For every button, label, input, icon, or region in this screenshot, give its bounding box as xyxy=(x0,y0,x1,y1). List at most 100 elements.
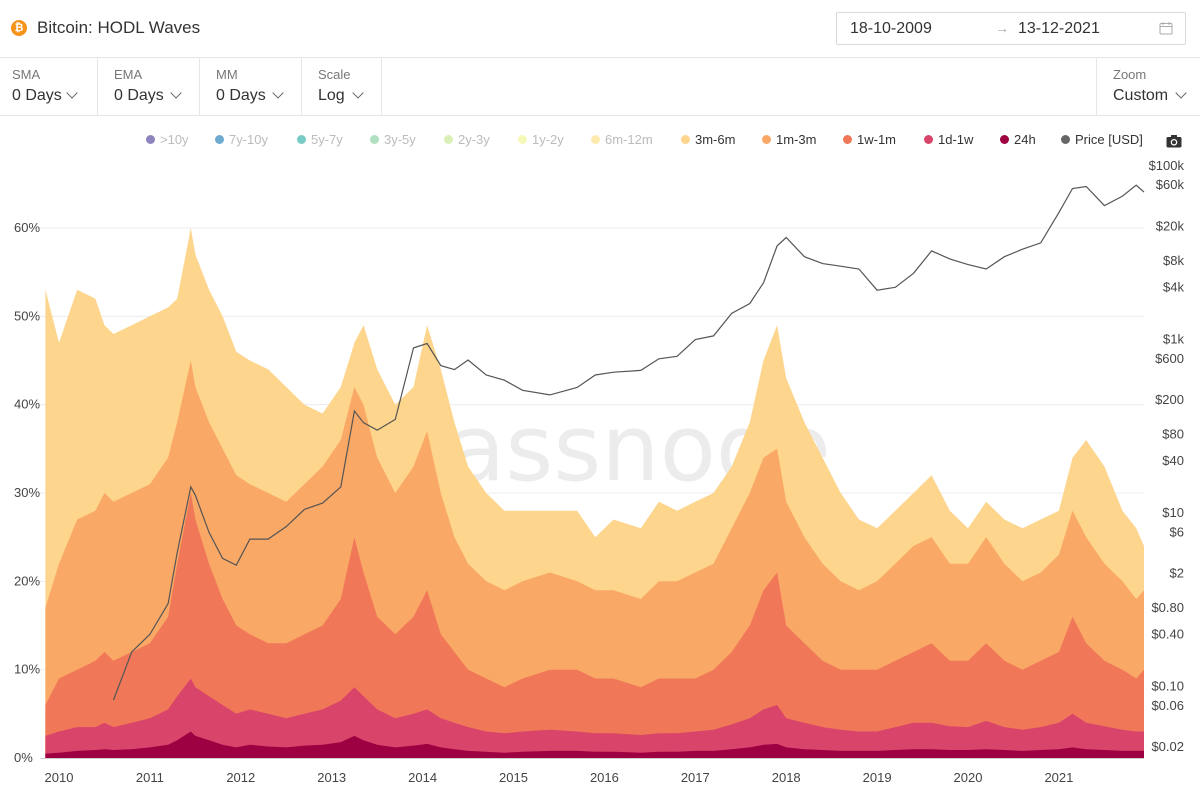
y-right-tick-label: $0.06 xyxy=(1151,698,1184,713)
date-start-input[interactable]: 18-10-2009 xyxy=(850,20,932,37)
zoom-value: Custom xyxy=(1113,87,1169,104)
zoom-dropdown[interactable]: Zoom Custom xyxy=(1096,58,1200,115)
price-line xyxy=(112,184,1145,701)
legend-item-1y-2y[interactable]: 1y-2y xyxy=(518,132,564,152)
legend-item-3m-6m[interactable]: 3m-6m xyxy=(681,132,735,152)
scale-label: Scale xyxy=(318,67,351,82)
y-right-tick-label: $2 xyxy=(1170,566,1184,581)
x-tick-label: 2020 xyxy=(954,770,983,785)
ema-label: EMA xyxy=(114,67,143,82)
legend-item-price-usd[interactable]: Price [USD] xyxy=(1061,132,1143,152)
hodl-waves-chart: glassnode 2010 2011 2012 2013 2014 2015 2016 20… xyxy=(14,158,1185,785)
mm-label: MM xyxy=(216,67,238,82)
y-left-tick-label: 20% xyxy=(14,573,40,588)
sma-label: SMA xyxy=(12,67,41,82)
y-left-tick-label: 40% xyxy=(14,397,40,412)
legend-item-1d-1w[interactable]: 1d-1w xyxy=(924,132,973,152)
x-tick-label: 2013 xyxy=(317,770,346,785)
x-tick-label: 2019 xyxy=(863,770,892,785)
x-axis: 2010 2011 2012 2013 2014 2015 2016 2017 2018 2019… xyxy=(40,758,1144,785)
legend-dot-icon xyxy=(843,135,852,144)
legend-label: 2y-3y xyxy=(458,132,490,147)
legend-dot-icon xyxy=(146,135,155,144)
x-tick-label: 2015 xyxy=(499,770,528,785)
legend-dot-icon xyxy=(370,135,379,144)
y-axis-right: $0.02 $0.06 $0.10 $0.40 $0.80 $2 $6 $10 $40 $80 $2… xyxy=(1149,158,1185,754)
y-right-tick-label: $20k xyxy=(1156,219,1185,234)
chevron-down-icon xyxy=(272,87,284,99)
y-right-tick-label: $600 xyxy=(1155,351,1184,366)
legend-item-1m-3m[interactable]: 1m-3m xyxy=(762,132,816,152)
y-right-tick-label: $6 xyxy=(1170,524,1184,539)
date-end-input[interactable]: 13-12-2021 xyxy=(1018,20,1100,37)
scale-value: Log xyxy=(318,87,345,104)
legend-dot-icon xyxy=(518,135,527,144)
mm-value: 0 Days xyxy=(216,87,266,104)
legend-item-10y[interactable]: >10y xyxy=(146,132,189,152)
y-left-tick-label: 30% xyxy=(14,485,40,500)
date-range-picker[interactable]: 18-10-2009 → 13-12-2021 xyxy=(836,12,1186,45)
legend-item-6m-12m[interactable]: 6m-12m xyxy=(591,132,653,152)
price-series xyxy=(112,184,1145,701)
legend-item-2y-3y[interactable]: 2y-3y xyxy=(444,132,490,152)
legend-label: 1y-2y xyxy=(532,132,564,147)
bitcoin-icon: ₿ xyxy=(11,20,27,36)
y-right-tick-label: $8k xyxy=(1163,253,1184,268)
scale-dropdown[interactable]: Scale Log xyxy=(302,58,382,115)
x-tick-label: 2010 xyxy=(45,770,74,785)
legend-dot-icon xyxy=(591,135,600,144)
y-right-tick-label: $80 xyxy=(1162,427,1184,442)
area-24h xyxy=(45,731,1145,758)
x-tick-label: 2021 xyxy=(1044,770,1073,785)
calendar-icon[interactable] xyxy=(1159,21,1173,35)
legend-label: 1w-1m xyxy=(857,132,897,147)
legend-item-24h[interactable]: 24h xyxy=(1000,132,1036,152)
y-right-tick-label: $10 xyxy=(1162,505,1184,520)
chevron-down-icon xyxy=(66,87,78,99)
legend-label: 24h xyxy=(1014,132,1036,147)
legend-item-7y-10y[interactable]: 7y-10y xyxy=(215,132,268,152)
y-right-tick-label: $4k xyxy=(1163,279,1184,294)
y-left-tick-label: 10% xyxy=(14,662,40,677)
x-tick-label: 2012 xyxy=(226,770,255,785)
y-left-tick-label: 60% xyxy=(14,220,40,235)
y-right-tick-label: $60k xyxy=(1156,177,1185,192)
y-right-tick-label: $0.40 xyxy=(1151,626,1184,641)
legend-label: 5y-7y xyxy=(311,132,343,147)
area-1w-1m xyxy=(45,493,1145,758)
chevron-down-icon xyxy=(352,87,364,99)
zoom-label: Zoom xyxy=(1113,67,1147,82)
legend-label: 1d-1w xyxy=(938,132,974,147)
legend-dot-icon xyxy=(924,135,933,144)
y-right-tick-label: $200 xyxy=(1155,392,1184,407)
area-1d-1w xyxy=(45,678,1145,758)
legend-item-5y-7y[interactable]: 5y-7y xyxy=(297,132,343,152)
legend-dot-icon xyxy=(215,135,224,144)
x-tick-label: 2016 xyxy=(590,770,619,785)
legend-label: 6m-12m xyxy=(605,132,653,147)
page-title: Bitcoin: HODL Waves xyxy=(37,18,201,37)
sma-dropdown[interactable]: SMA 0 Days xyxy=(0,58,98,115)
y-right-tick-label: $0.02 xyxy=(1151,739,1184,754)
legend-label: 3m-6m xyxy=(695,132,736,147)
legend-item-1w-1m[interactable]: 1w-1m xyxy=(843,132,896,152)
header-bar: ₿ Bitcoin: HODL Waves 18-10-2009 → 13-12… xyxy=(0,0,1200,58)
y-left-tick-label: 0% xyxy=(14,750,33,765)
date-range-arrow: → xyxy=(995,20,1009,36)
legend-label: 7y-10y xyxy=(229,132,269,147)
legend-dot-icon xyxy=(681,135,690,144)
legend-label: 3y-5y xyxy=(384,132,416,147)
legend-label: 1m-3m xyxy=(776,132,817,147)
mm-dropdown[interactable]: MM 0 Days xyxy=(200,58,302,115)
ema-value: 0 Days xyxy=(114,87,164,104)
legend-label: Price [USD] xyxy=(1075,132,1143,147)
legend-dot-icon xyxy=(762,135,771,144)
camera-icon[interactable] xyxy=(1166,134,1182,148)
y-right-tick-label: $1k xyxy=(1163,332,1184,347)
y-right-tick-label: $40 xyxy=(1162,453,1184,468)
legend-dot-icon xyxy=(1000,135,1009,144)
sma-value: 0 Days xyxy=(12,87,62,104)
legend-item-3y-5y[interactable]: 3y-5y xyxy=(370,132,416,152)
x-tick-label: 2014 xyxy=(408,770,437,785)
ema-dropdown[interactable]: EMA 0 Days xyxy=(98,58,200,115)
